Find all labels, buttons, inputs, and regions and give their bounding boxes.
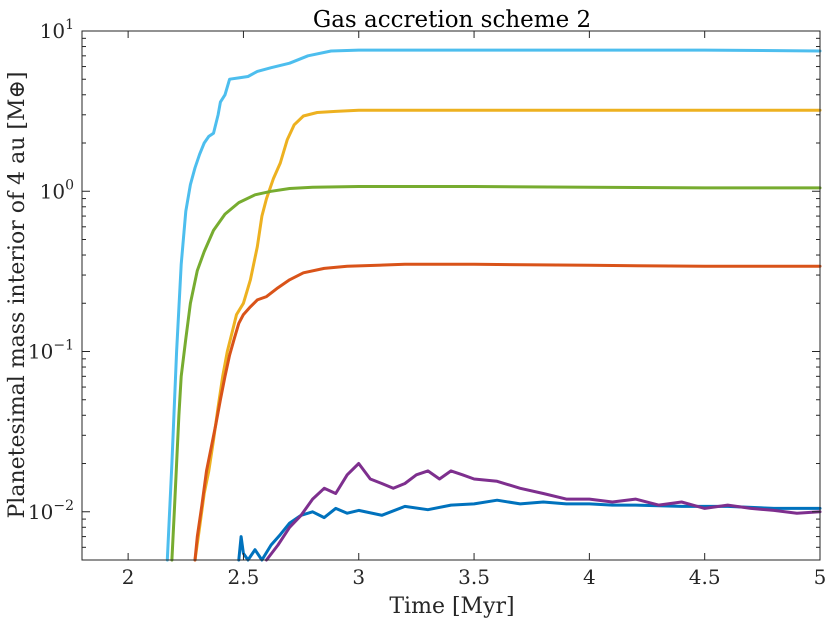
- y-tick-label: 100: [40, 177, 74, 203]
- chart-title: Gas accretion scheme 2: [313, 7, 591, 33]
- x-tick-label: 4: [583, 565, 596, 589]
- series-line-cyan: [165, 48, 822, 562]
- series-line-green: [170, 185, 822, 562]
- series-line-yellow: [193, 108, 822, 562]
- y-axis-label: Planetesimal mass interior of 4 au [M⊕]: [5, 71, 30, 518]
- series-line-purple: [265, 462, 822, 562]
- x-axis-label: Time [Myr]: [389, 594, 514, 619]
- series-line-red: [193, 262, 822, 562]
- y-tick-label: 10−2: [28, 498, 74, 524]
- x-tick-label: 4.5: [689, 565, 721, 589]
- plot-frame: [81, 30, 821, 561]
- x-tick-label: 5: [814, 565, 827, 589]
- y-tick-label: 10−1: [28, 338, 74, 364]
- x-tick-label: 3: [352, 565, 365, 589]
- tick-layer: 2 2.5 3 3.5 4 4.5 5 10−2 10−1 100 101: [28, 17, 826, 589]
- series-layer: [165, 48, 822, 562]
- x-tick-label: 3.5: [458, 565, 490, 589]
- series-line-blue: [237, 498, 822, 562]
- y-tick-label: 101: [40, 17, 74, 43]
- x-tick-label: 2.5: [228, 565, 260, 589]
- x-tick-label: 2: [122, 565, 135, 589]
